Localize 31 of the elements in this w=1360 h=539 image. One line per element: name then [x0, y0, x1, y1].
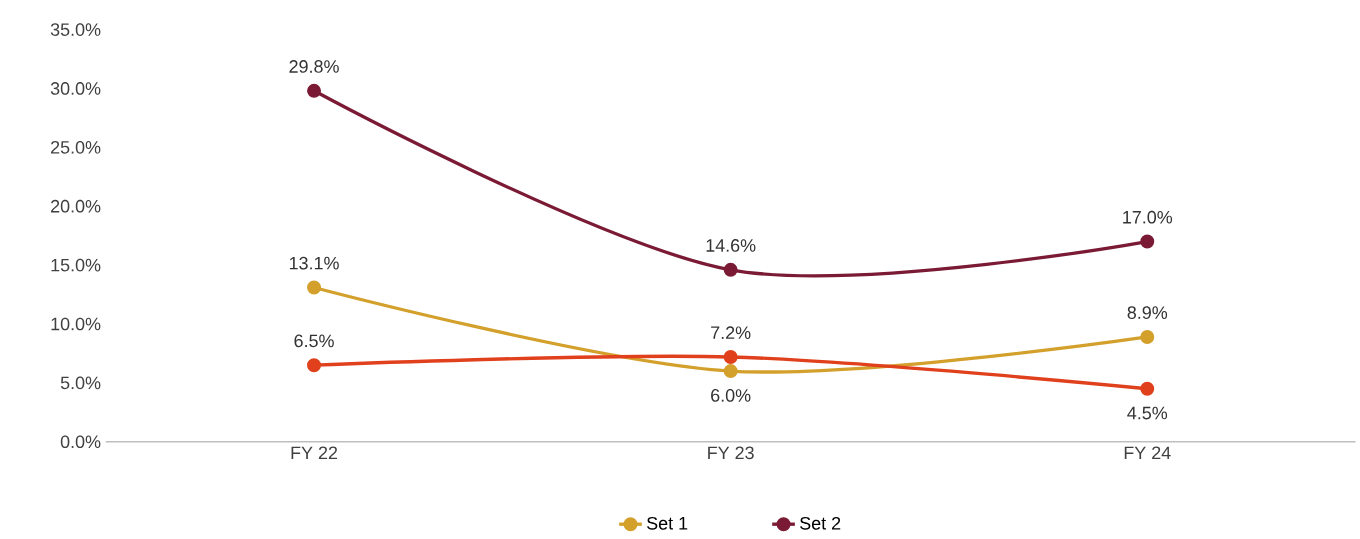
point: [723, 363, 738, 378]
point: [723, 349, 738, 364]
data-label: 6.0%: [711, 388, 751, 402]
y-tick-label: 10.0%: [51, 317, 101, 331]
point: [307, 280, 322, 295]
legend-label: Set 1: [647, 516, 688, 530]
data-label: 6.5%: [294, 334, 334, 347]
point: [1140, 234, 1155, 249]
point: [723, 262, 738, 277]
data-label: 13.1%: [289, 256, 339, 270]
y-tick-label: 30.0%: [50, 81, 101, 95]
point: [307, 83, 322, 98]
y-tick-label: 0.0%: [60, 435, 101, 448]
point: [1140, 381, 1155, 396]
y-tick-label: 25.0%: [51, 140, 101, 154]
y-tick-label: 20.0%: [51, 199, 101, 213]
legend-label: Set 2: [800, 516, 841, 530]
data-label: 14.6%: [706, 238, 756, 252]
data-label: 29.8%: [289, 59, 339, 73]
x-tick-label: FY 22: [291, 446, 338, 459]
point: [307, 358, 322, 372]
y-tick-label: 35.0%: [50, 22, 101, 36]
data-label: 7.2%: [711, 326, 751, 339]
x-tick-label: FY 24: [1124, 446, 1171, 459]
y-tick-label: 5.0%: [60, 376, 101, 389]
data-label: 4.5%: [1127, 406, 1168, 420]
x-tick-label: FY 23: [708, 446, 754, 459]
point: [1140, 329, 1155, 344]
data-label: 17.0%: [1123, 210, 1173, 224]
y-tick-label: 15.0%: [51, 258, 101, 272]
data-label: 8.9%: [1127, 306, 1168, 319]
